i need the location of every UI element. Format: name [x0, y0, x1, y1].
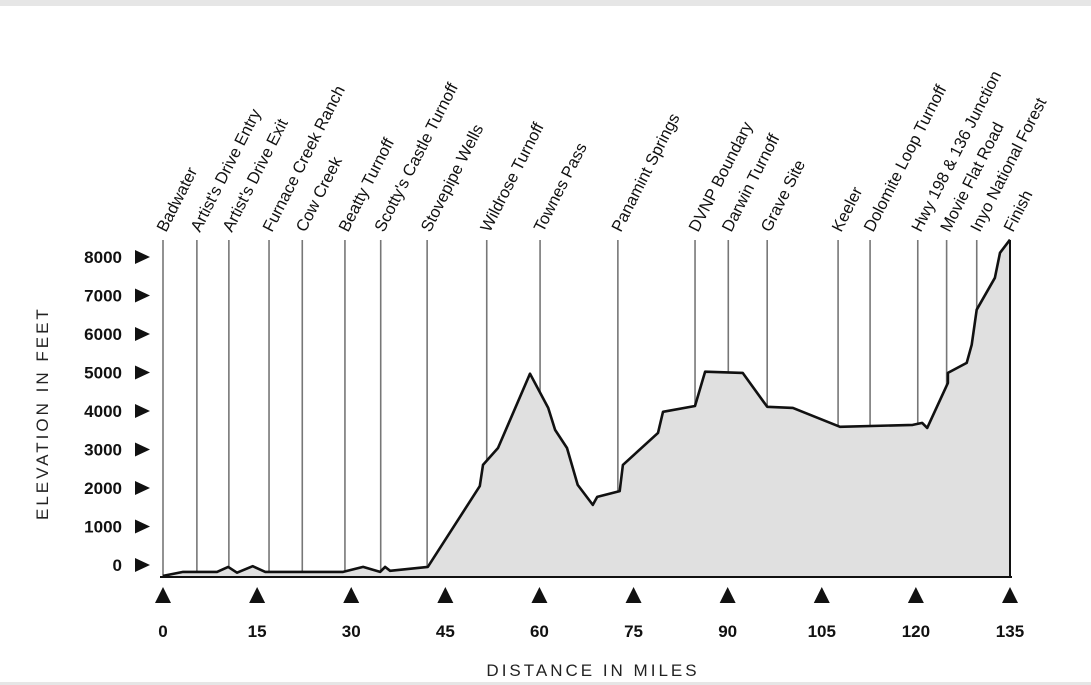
y-tick-arrow-icon	[135, 288, 150, 303]
x-tick-label: 15	[248, 622, 267, 641]
y-tick-label: 6000	[84, 325, 122, 344]
y-tick-arrow-icon	[135, 481, 150, 495]
x-tick-label: 30	[342, 622, 361, 641]
x-tick-label: 90	[718, 622, 737, 641]
x-tick-arrow-icon	[437, 587, 454, 603]
y-axis-ticks: 0 1000 2000 3000 4000 5000 6000 7000 8000	[84, 248, 150, 575]
x-tick-arrow-icon	[625, 587, 642, 603]
elevation-line	[162, 238, 1012, 578]
x-tick-label: 135	[996, 622, 1024, 641]
y-tick-arrow-icon	[135, 442, 150, 457]
x-tick-arrow-icon	[249, 587, 266, 603]
elevation-area	[163, 239, 1010, 577]
landmark-label: Townes Pass	[531, 140, 591, 235]
x-tick-arrow-icon	[343, 587, 360, 603]
x-axis-ticks: 0 15 30 45 60 75 90 105 120 135	[155, 587, 1024, 641]
x-tick-arrow-icon	[531, 587, 548, 603]
landmark-label: Panamint Springs	[608, 111, 683, 235]
x-tick-label: 0	[158, 622, 167, 641]
y-tick-arrow-icon	[135, 558, 150, 572]
x-axis-label: DISTANCE IN MILES	[486, 661, 699, 680]
y-tick-arrow-icon	[135, 365, 150, 380]
x-tick-label: 60	[530, 622, 549, 641]
y-tick-arrow-icon	[135, 327, 150, 341]
y-tick-label: 8000	[84, 248, 122, 267]
x-tick-label: 45	[436, 622, 455, 641]
x-tick-arrow-icon	[719, 587, 736, 603]
y-tick-arrow-icon	[135, 404, 150, 418]
y-tick-label: 7000	[84, 287, 122, 306]
x-tick-arrow-icon	[1001, 587, 1018, 603]
x-tick-arrow-icon	[813, 587, 830, 603]
landmark-label: Dolomite Loop Turnoff	[861, 82, 951, 235]
y-tick-label: 3000	[84, 441, 122, 460]
x-tick-label: 75	[624, 622, 643, 641]
y-tick-label: 0	[113, 556, 122, 575]
y-tick-arrow-icon	[135, 519, 150, 534]
y-tick-label: 4000	[84, 402, 122, 421]
y-tick-label: 2000	[84, 479, 122, 498]
x-tick-label: 120	[902, 622, 930, 641]
y-tick-label: 1000	[84, 518, 122, 537]
landmark-label: Finish	[1001, 187, 1037, 234]
x-tick-arrow-icon	[907, 587, 924, 603]
y-axis-label: ELEVATION IN FEET	[33, 306, 52, 520]
y-tick-arrow-icon	[135, 250, 150, 264]
x-tick-label: 105	[808, 622, 836, 641]
y-tick-label: 5000	[84, 364, 122, 383]
x-tick-arrow-icon	[155, 587, 171, 603]
